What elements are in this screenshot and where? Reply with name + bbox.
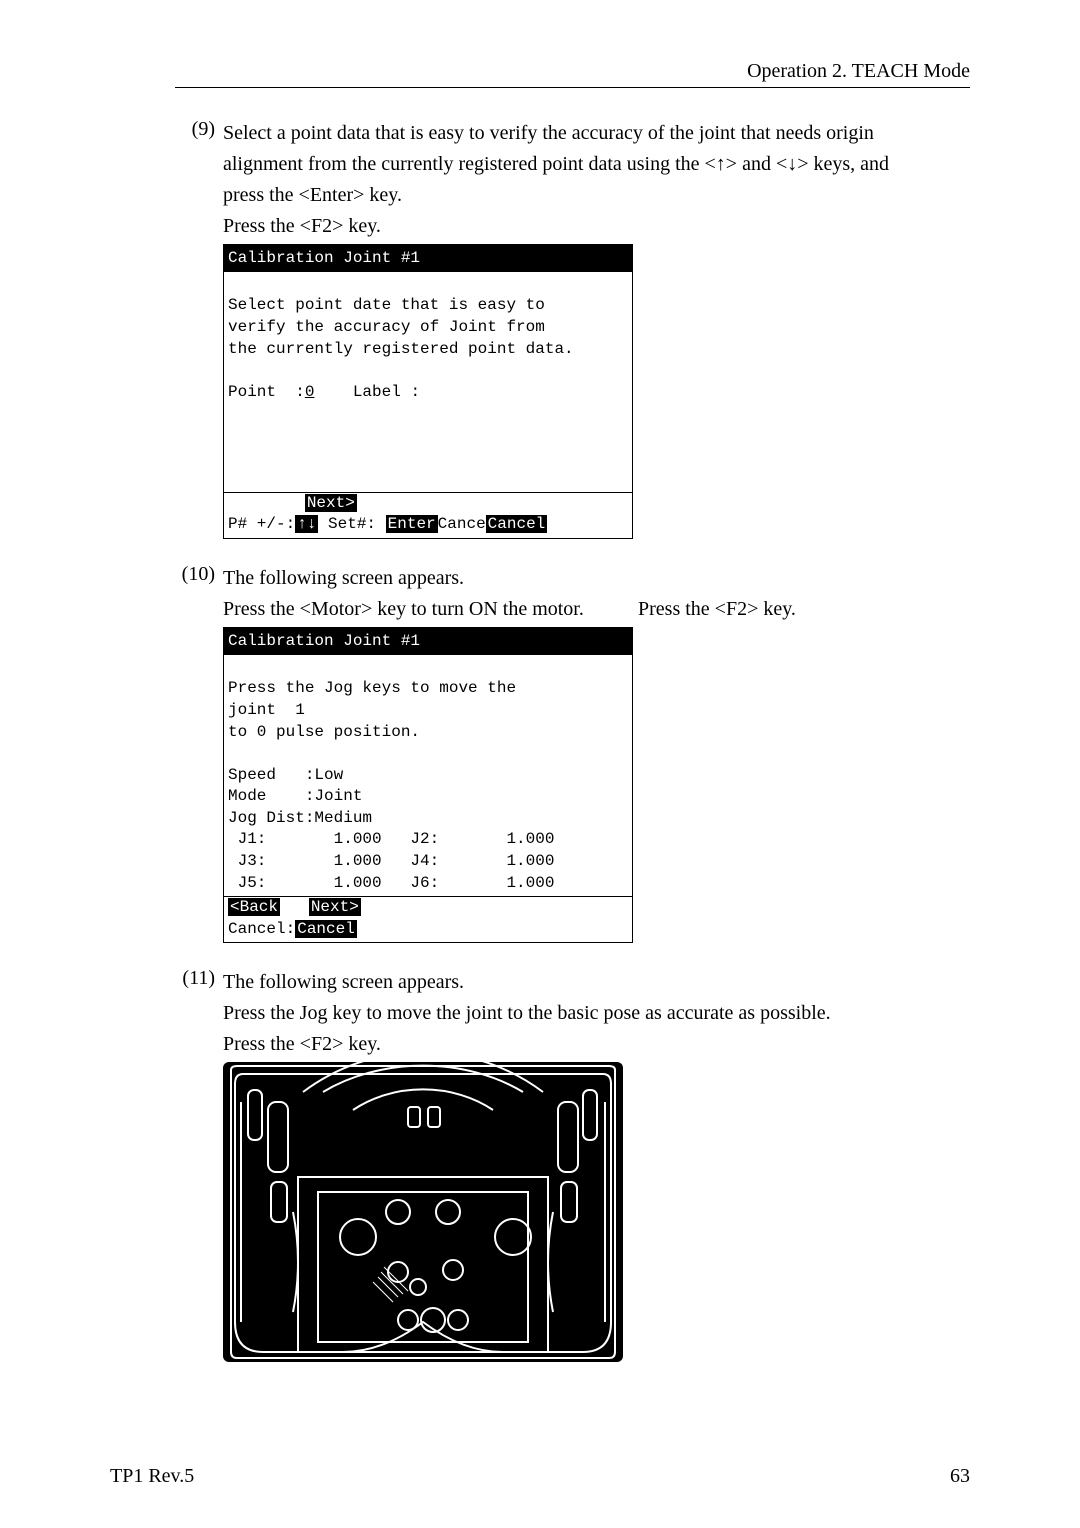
console1-title: Calibration Joint #1 — [224, 245, 632, 272]
console-screen-2: Calibration Joint #1 Press the Jog keys … — [223, 627, 633, 944]
step-10-sidenote: Press the <F2> key. — [638, 594, 796, 625]
step-11-number: (11) — [175, 967, 223, 1362]
header-section-text: Operation 2. TEACH Mode — [175, 60, 970, 83]
step-9-line2: alignment from the currently registered … — [223, 153, 889, 175]
step-11-line2: Press the Jog key to move the joint to t… — [223, 1002, 831, 1024]
step-9-line1: Select a point data that is easy to veri… — [223, 122, 874, 144]
step-10: (10) The following screen appears. Press… — [175, 563, 970, 962]
step-11-line3: Press the <F2> key. — [223, 1033, 381, 1055]
console-screen-1: Calibration Joint #1 Select point date t… — [223, 244, 633, 539]
c2-l3: to 0 pulse position. — [228, 723, 420, 741]
c2-l9: J3: 1.000 J4: 1.000 — [228, 852, 554, 870]
console2-body: Press the Jog keys to move the joint 1 t… — [224, 655, 632, 897]
step-9-number: (9) — [175, 118, 223, 557]
console1-footer: Next> P# +/-:↑↓ Set#: EnterCanceCancel — [224, 492, 632, 538]
console2-footer: <Back Next> Cancel:Cancel — [224, 896, 632, 942]
step-10-line1: The following screen appears. — [223, 567, 464, 589]
footer-right: 63 — [950, 1465, 970, 1488]
step-11-line1: The following screen appears. — [223, 971, 464, 993]
c2-back: <Back — [228, 898, 280, 916]
c1-l4a: Point : — [228, 383, 305, 401]
c2-l10: J5: 1.000 J6: 1.000 — [228, 874, 554, 892]
c1-enter: Enter — [386, 515, 438, 533]
console1-body: Select point date that is easy to verify… — [224, 272, 632, 492]
c1-cance: Cance — [438, 515, 486, 533]
step-11-body: The following screen appears. Press the … — [223, 967, 970, 1362]
footer-left: TP1 Rev.5 — [110, 1465, 194, 1488]
step-10-number: (10) — [175, 563, 223, 962]
c1-l3: the currently registered point data. — [228, 340, 574, 358]
c2-l7: Jog Dist:Medium — [228, 809, 372, 827]
step-9-line4: Press the <F2> key. — [223, 215, 381, 237]
step-9: (9) Select a point data that is easy to … — [175, 118, 970, 557]
c1-cursor: 0 — [305, 383, 315, 401]
c2-l5: Speed :Low — [228, 766, 343, 784]
teach-pendant-diagram — [223, 1062, 623, 1362]
c1-arrows: ↑↓ — [295, 515, 318, 533]
c2-cancel-btn: Cancel — [295, 920, 357, 938]
step-10-line2: Press the <Motor> key to turn ON the mot… — [223, 598, 584, 620]
c1-l4b: Label : — [314, 383, 420, 401]
c1-pnum: P# +/-: — [228, 515, 295, 533]
console2-title: Calibration Joint #1 — [224, 628, 632, 655]
c2-l8: J1: 1.000 J2: 1.000 — [228, 830, 554, 848]
c2-cancel-lbl: Cancel: — [228, 920, 295, 938]
step-9-line3: press the <Enter> key. — [223, 184, 402, 206]
c2-l1: Press the Jog keys to move the — [228, 679, 516, 697]
page-header: Operation 2. TEACH Mode — [175, 60, 970, 88]
c1-l2: verify the accuracy of Joint from — [228, 318, 545, 336]
c1-set: Set#: — [318, 515, 385, 533]
step-10-body: The following screen appears. Press the … — [223, 563, 970, 962]
step-9-body: Select a point data that is easy to veri… — [223, 118, 970, 557]
step-11: (11) The following screen appears. Press… — [175, 967, 970, 1362]
page-footer: TP1 Rev.5 63 — [0, 1465, 1080, 1488]
c1-next-btn: Next> — [305, 494, 357, 512]
c2-l2: joint 1 — [228, 701, 305, 719]
c2-l6: Mode :Joint — [228, 787, 362, 805]
c1-cancel: Cancel — [486, 515, 548, 533]
c2-next: Next> — [309, 898, 361, 916]
c1-l1: Select point date that is easy to — [228, 296, 545, 314]
